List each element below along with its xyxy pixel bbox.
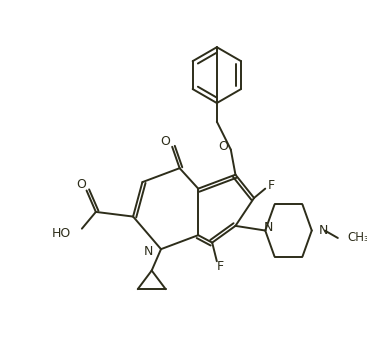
Text: F: F: [217, 260, 224, 273]
Text: O: O: [218, 140, 228, 153]
Text: F: F: [267, 179, 275, 192]
Text: N: N: [144, 246, 153, 258]
Text: HO: HO: [51, 227, 71, 240]
Text: N: N: [264, 221, 273, 234]
Text: CH₃: CH₃: [347, 232, 367, 244]
Text: O: O: [76, 178, 86, 191]
Text: O: O: [161, 135, 171, 148]
Text: N: N: [319, 224, 328, 237]
